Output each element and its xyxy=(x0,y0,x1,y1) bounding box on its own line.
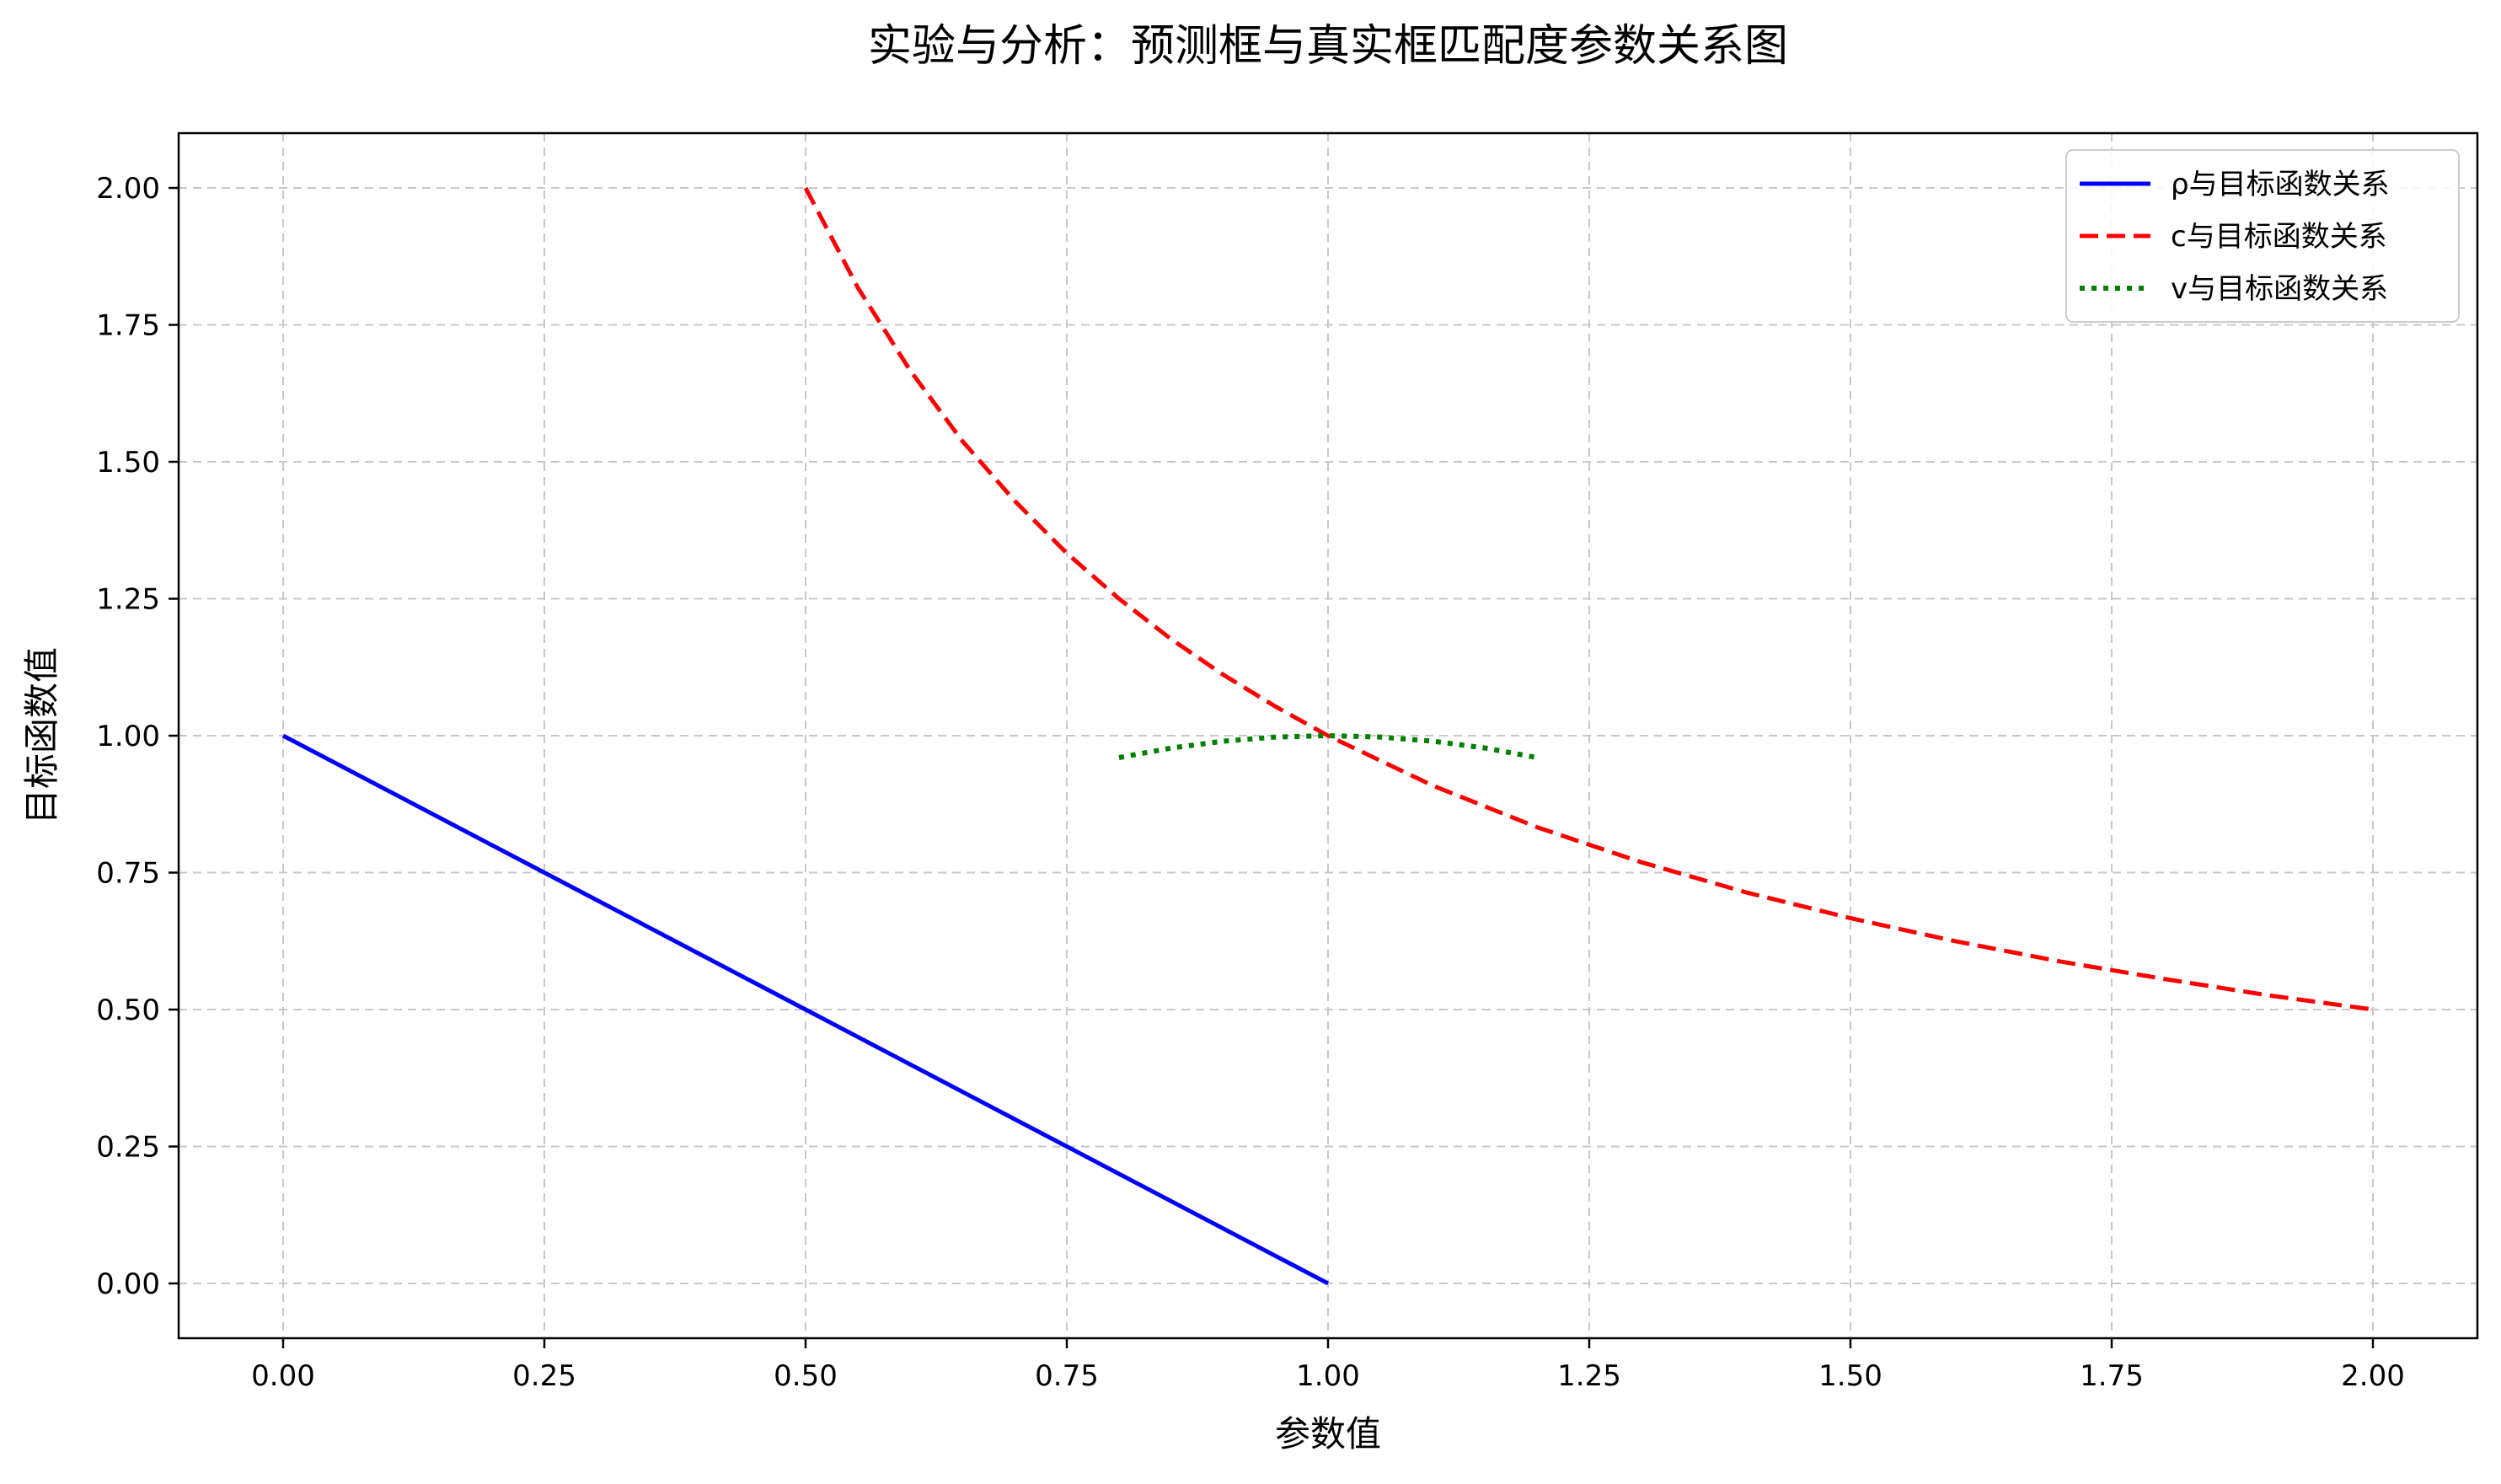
y-tick-label: 0.25 xyxy=(96,1131,160,1165)
y-tick-label: 2.00 xyxy=(96,172,160,206)
x-tick-label: 1.25 xyxy=(1557,1359,1621,1393)
legend-label-2: v与目标函数关系 xyxy=(2171,272,2388,306)
x-tick-label: 0.75 xyxy=(1035,1359,1099,1393)
series-line-0 xyxy=(281,733,1330,1286)
x-axis-title: 参数值 xyxy=(1275,1413,1381,1455)
y-tick-label: 1.75 xyxy=(96,309,160,343)
y-tick-label: 1.50 xyxy=(96,446,160,479)
x-axis-ticks: 0.00 0.25 0.50 0.75 1.00 1.25 1.50 1.75 2.00 xyxy=(251,1338,2405,1393)
x-tick-label: 1.75 xyxy=(2080,1359,2144,1393)
x-tick-label: 1.00 xyxy=(1296,1359,1360,1393)
x-tick-label: 0.50 xyxy=(774,1359,838,1393)
legend-label-0: ρ与目标函数关系 xyxy=(2171,168,2390,201)
y-tick-label: 0.75 xyxy=(96,857,160,891)
y-tick-label: 1.25 xyxy=(96,583,160,617)
y-axis-title: 目标函数值 xyxy=(21,647,62,824)
series-line-1 xyxy=(803,186,2374,1012)
legend: ρ与目标函数关系 c与目标函数关系 v与目标函数关系 xyxy=(2065,149,2460,323)
legend-box xyxy=(2065,149,2460,323)
legend-label-1: c与目标函数关系 xyxy=(2171,220,2387,254)
x-tick-label: 0.00 xyxy=(251,1359,315,1393)
y-axis-ticks: 0.00 0.25 0.50 0.75 1.00 1.25 1.50 1.75 2.00 xyxy=(96,172,179,1301)
x-tick-label: 2.00 xyxy=(2341,1359,2405,1393)
y-tick-label: 1.00 xyxy=(96,720,160,753)
x-tick-label: 1.50 xyxy=(1818,1359,1882,1393)
y-tick-label: 0.00 xyxy=(96,1267,160,1301)
x-tick-label: 0.25 xyxy=(512,1359,576,1393)
y-tick-label: 0.50 xyxy=(96,994,160,1027)
chart-title: 实验与分析：预测框与真实框匹配度参数关系图 xyxy=(868,21,1788,72)
series-layer xyxy=(281,186,2374,1286)
